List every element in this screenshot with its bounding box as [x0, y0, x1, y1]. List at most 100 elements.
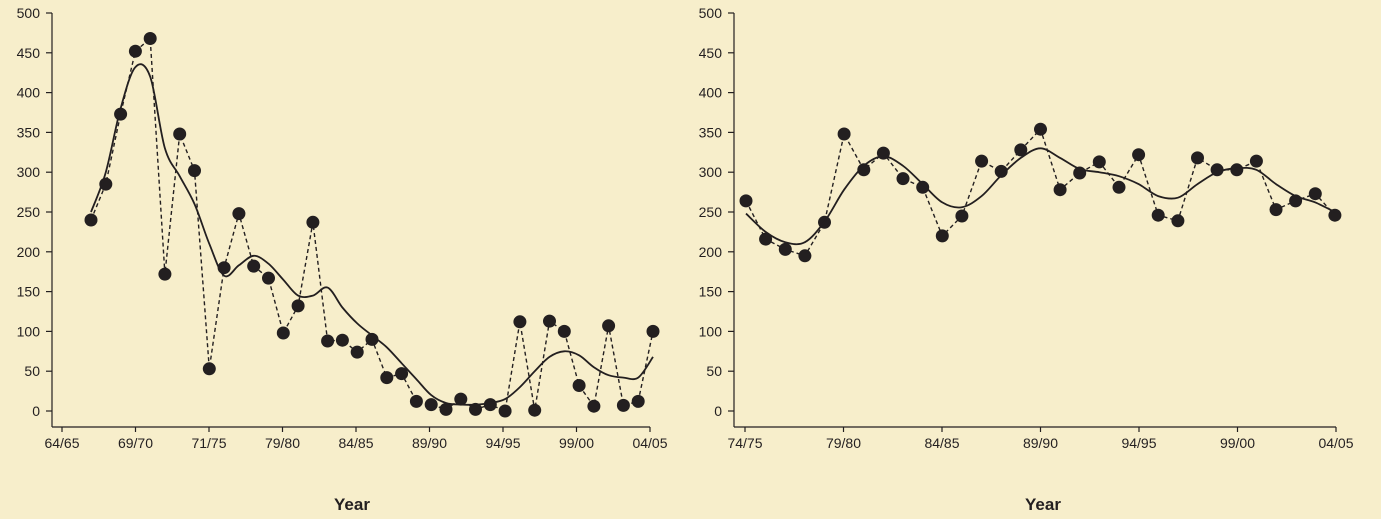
right-x-axis-title: Year — [1025, 495, 1061, 514]
left-y-tick-label: 50 — [24, 363, 40, 379]
left-data-point — [306, 215, 320, 229]
left-data-point — [114, 107, 128, 121]
right-y-tick-label: 400 — [699, 85, 723, 101]
left-data-point — [454, 392, 468, 406]
left-data-point — [158, 267, 172, 281]
left-data-point — [321, 334, 335, 348]
left-data-point — [439, 402, 453, 416]
left-data-point — [262, 271, 275, 285]
left-data-point — [587, 399, 601, 413]
left-data-point — [335, 333, 349, 347]
left-y-tick-label: 150 — [17, 284, 41, 300]
right-y-tick-label: 250 — [699, 204, 723, 220]
right-x-tick-label: 79/80 — [826, 435, 861, 451]
left-y-tick-label: 100 — [17, 323, 41, 339]
right-y-tick-label: 50 — [706, 363, 722, 379]
right-data-point — [1269, 203, 1283, 217]
right-chart-panel: Year 0 50 100 150 200 250 300 350 400 450 500 74/75… — [699, 5, 1354, 514]
right-data-point — [1308, 187, 1322, 201]
right-y-tick-label: 300 — [699, 164, 723, 180]
left-data-point — [380, 371, 394, 385]
left-chart-panel: Year 0 50 100 150 200 250 300 350 400 450 500 64/65… — [17, 5, 668, 514]
left-data-point — [247, 259, 261, 273]
right-data-point — [975, 154, 989, 168]
right-data-point — [1092, 155, 1106, 169]
left-y-tick-label: 250 — [17, 204, 41, 220]
left-data-point — [143, 32, 157, 45]
left-data-point — [528, 403, 542, 417]
right-data-point — [1230, 163, 1244, 177]
left-y-tick-label: 500 — [17, 5, 41, 21]
right-y-tick-label: 100 — [699, 323, 723, 339]
left-data-point — [173, 127, 187, 141]
left-data-point — [291, 299, 305, 313]
right-data-point — [1171, 214, 1185, 228]
left-data-point — [646, 324, 660, 338]
right-x-tick-label: 94/95 — [1121, 435, 1156, 451]
right-data-point — [1034, 122, 1047, 136]
left-data-point — [202, 362, 216, 376]
right-smoothed-trend-line — [745, 147, 1336, 246]
left-data-point — [513, 315, 527, 329]
left-data-point — [188, 164, 201, 178]
left-y-tick-label: 200 — [17, 244, 41, 260]
left-data-point — [631, 394, 645, 408]
right-data-point — [1191, 151, 1204, 165]
left-data-point — [84, 213, 98, 227]
right-data-point — [759, 232, 773, 246]
left-data-point — [602, 319, 616, 333]
left-y-tick-label: 450 — [17, 45, 41, 61]
right-data-point — [1112, 180, 1126, 194]
right-data-point — [1249, 154, 1263, 168]
right-data-point — [857, 163, 871, 177]
right-x-tick-label: 84/85 — [924, 435, 959, 451]
right-data-point — [935, 229, 949, 243]
left-x-tick-label: 84/85 — [338, 435, 373, 451]
left-x-tick-label: 89/90 — [412, 435, 447, 451]
right-y-tick-label: 350 — [699, 124, 723, 140]
left-data-point — [616, 398, 630, 412]
right-data-point — [1328, 208, 1342, 222]
right-data-point — [778, 242, 792, 256]
right-y-tick-label: 200 — [699, 244, 723, 260]
left-data-point — [543, 314, 556, 328]
right-data-point — [1053, 183, 1067, 197]
left-data-point — [483, 398, 497, 412]
right-y-tick-label: 500 — [699, 5, 723, 21]
right-y-tick-label: 450 — [699, 45, 723, 61]
right-data-point — [1132, 148, 1146, 162]
right-data-point — [798, 249, 812, 263]
right-data-point — [1014, 143, 1028, 157]
right-data-point — [896, 172, 910, 186]
right-data-point — [1151, 208, 1165, 222]
left-x-tick-label: 64/65 — [44, 435, 79, 451]
left-y-tick-label: 400 — [17, 85, 41, 101]
left-x-tick-label: 04/05 — [632, 435, 667, 451]
left-x-tick-label: 94/95 — [485, 435, 520, 451]
left-y-tick-label: 0 — [32, 403, 40, 419]
right-data-point — [994, 164, 1008, 178]
left-data-point — [232, 207, 246, 221]
right-x-tick-label: 89/90 — [1023, 435, 1058, 451]
left-data-point — [409, 394, 423, 408]
left-x-tick-label: 69/70 — [118, 435, 153, 451]
left-smoothed-trend-line — [90, 63, 654, 406]
left-y-tick-label: 350 — [17, 124, 41, 140]
left-data-point — [469, 402, 482, 416]
left-x-tick-label: 99/00 — [559, 435, 594, 451]
left-data-point — [350, 345, 364, 359]
left-x-axis-title: Year — [334, 495, 370, 514]
left-x-tick-label: 71/75 — [191, 435, 226, 451]
left-data-point — [572, 379, 586, 392]
right-data-point — [837, 127, 851, 141]
right-data-point — [739, 194, 753, 208]
right-data-point — [916, 180, 930, 194]
left-data-point — [395, 367, 409, 381]
left-data-point — [365, 332, 379, 346]
right-x-tick-label: 74/75 — [727, 435, 762, 451]
left-data-point — [557, 324, 571, 338]
right-y-tick-label: 150 — [699, 284, 723, 300]
right-x-tick-label: 99/00 — [1220, 435, 1255, 451]
